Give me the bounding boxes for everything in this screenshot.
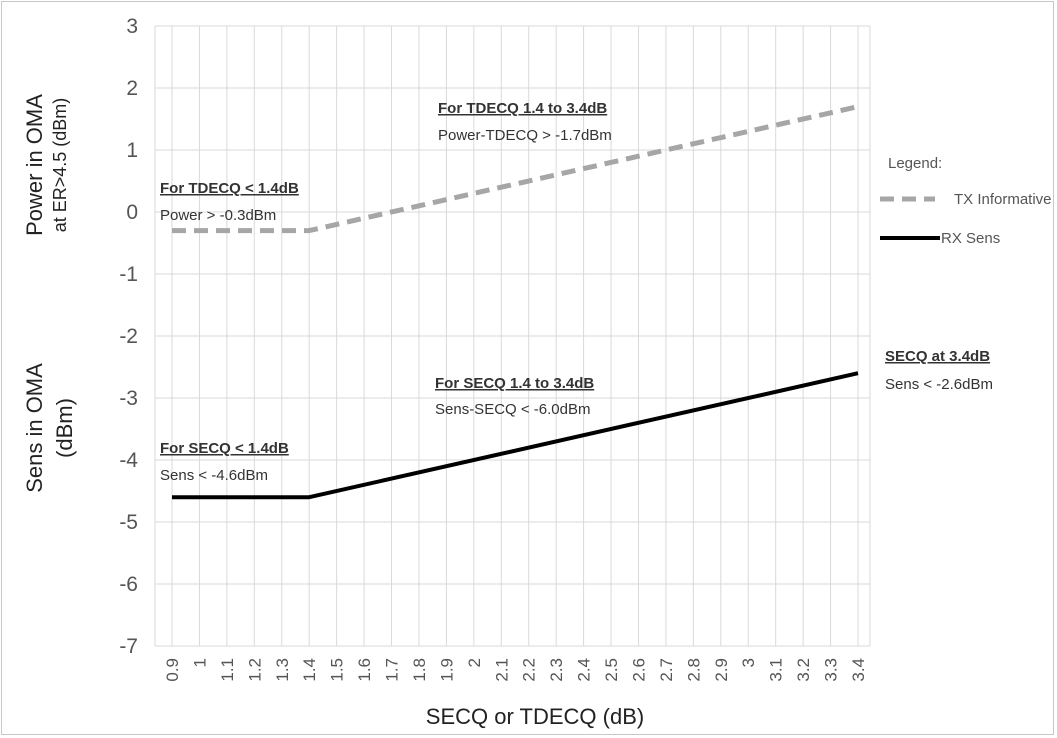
x-tick-label: 3.4 [849,658,868,682]
y-tick-label: 3 [126,15,138,38]
x-tick-label: 2.7 [657,658,676,682]
x-tick-label: 2.3 [547,658,566,682]
x-tick-label: 1.9 [437,658,456,682]
y-tick-label: 1 [126,139,138,162]
y-tick-label: -7 [119,635,138,658]
x-tick-label: 2.6 [629,658,648,682]
annotation-secq-low-value: Sens < -4.6dBm [160,467,268,484]
x-tick-label: 2.4 [575,658,594,682]
annotation-secq-low-heading: For SECQ < 1.4dB [160,440,289,457]
x-tick-label: 1.2 [245,658,264,682]
x-tick-label: 3.1 [767,658,786,682]
annotation-tdecq-range-value: Power-TDECQ > -1.7dBm [438,127,612,144]
x-tick-label: 1.1 [218,658,237,682]
grid [154,25,871,647]
y-tick-label: 2 [126,77,138,100]
y-tick-label: -6 [119,573,138,596]
y-axis-title-top: Power in OMA [22,94,47,236]
x-tick-label: 2.1 [492,658,511,682]
annotation-secq-range-heading: For SECQ 1.4 to 3.4dB [435,375,594,392]
x-tick-label: 1 [190,658,209,667]
series-line-tx-informative [172,104,859,234]
annotation-secq-end-value: Sens < -2.6dBm [885,376,993,393]
y-tick-label: -1 [119,263,138,286]
x-tick-label: 1.5 [328,658,347,682]
x-tick-label: 1.7 [383,658,402,682]
y-axis-title-bottom-sub: (dBm) [52,398,77,458]
series [172,104,859,500]
series-line-rx-sens [172,371,859,500]
legend-title: Legend: [888,155,942,172]
x-tick-label: 2.2 [520,658,539,682]
x-tick-labels: 0.9 1 1.1 1.2 1.3 1.4 1.5 1.6 1.7 1.8 1.9 2 2.1 2.2 2.… [163,658,868,682]
legend-label-tx-informative: TX Informative [954,191,1052,208]
annotation-secq-range-value: Sens-SECQ < -6.0dBm [435,401,590,418]
annotation-secq-end-heading: SECQ at 3.4dB [885,348,990,365]
y-tick-label: 0 [126,201,138,224]
y-tick-label: -3 [119,387,138,410]
x-tick-label: 3 [739,658,758,667]
x-tick-label: 3.2 [794,658,813,682]
y-axis-title-top-sub: at ER>4.5 (dBm) [50,98,70,233]
x-axis-title: SECQ or TDECQ (dB) [426,704,644,729]
x-tick-label: 1.8 [410,658,429,682]
x-tick-label: 2 [465,658,484,667]
x-tick-label: 1.3 [273,658,292,682]
x-tick-label: 1.6 [355,658,374,682]
x-tick-label: 2.5 [602,658,621,682]
y-axis-title-bottom: Sens in OMA [22,363,47,493]
legend-label-rx-sens: RX Sens [941,230,1000,247]
x-tick-label: 0.9 [163,658,182,682]
annotation-tdecq-low-heading: For TDECQ < 1.4dB [160,180,299,197]
annotation-tdecq-low-value: Power > -0.3dBm [160,207,276,224]
x-tick-label: 3.3 [822,658,841,682]
y-tick-label: -4 [119,449,138,472]
x-tick-label: 1.4 [300,658,319,682]
y-tick-label: -2 [119,325,138,348]
y-tick-labels: 3 2 1 0 -1 -2 -3 -4 -5 -6 -7 [119,15,138,658]
y-tick-label: -5 [119,511,138,534]
x-tick-label: 2.8 [684,658,703,682]
annotation-tdecq-range-heading: For TDECQ 1.4 to 3.4dB [438,100,607,117]
x-tick-label: 2.9 [712,658,731,682]
